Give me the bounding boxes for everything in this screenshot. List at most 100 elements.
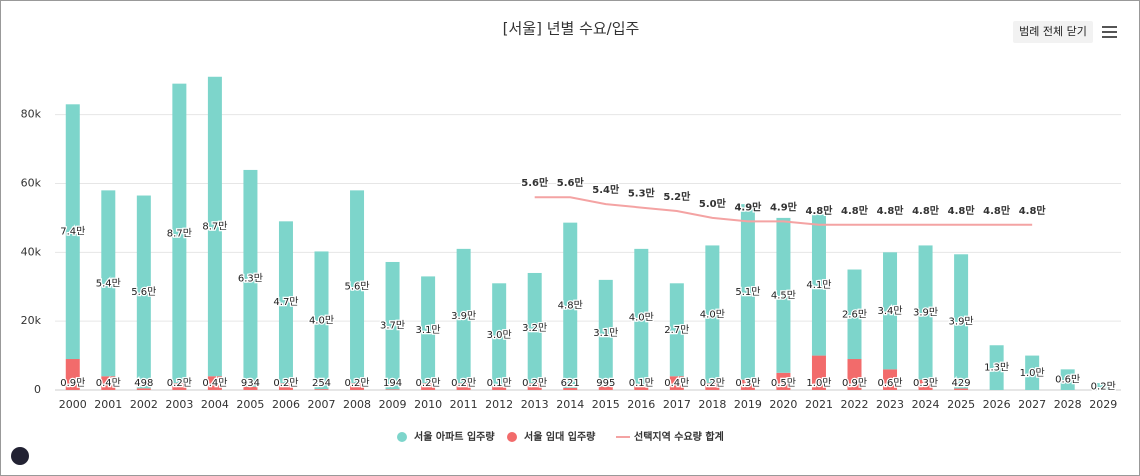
bar-segment bbox=[847, 359, 862, 390]
data-label: 8.7만 bbox=[167, 227, 192, 239]
bar-segment bbox=[776, 372, 791, 390]
legend-swatch bbox=[397, 432, 407, 442]
bar-segment bbox=[243, 386, 258, 390]
bar-segment bbox=[492, 386, 507, 390]
data-label: 0.9만 bbox=[842, 377, 867, 389]
legend-swatch bbox=[507, 432, 517, 442]
bar-segment bbox=[350, 190, 365, 384]
x-tick-label: 2002 bbox=[130, 398, 158, 411]
x-tick-label: 2006 bbox=[272, 398, 300, 411]
x-tick-label: 2020 bbox=[769, 398, 797, 411]
bar-segment bbox=[243, 169, 258, 387]
bar-segment bbox=[918, 379, 933, 390]
bar-segment bbox=[385, 261, 400, 390]
data-label: 5.1만 bbox=[735, 286, 760, 298]
bar-segment bbox=[527, 383, 542, 390]
line-data-label: 4.8만 bbox=[912, 204, 940, 217]
bar-segment bbox=[918, 245, 933, 380]
bar-segment bbox=[634, 386, 649, 390]
data-label: 254 bbox=[312, 378, 331, 389]
x-tick-label: 2015 bbox=[592, 398, 620, 411]
menu-icon[interactable] bbox=[1102, 26, 1117, 38]
x-tick-label: 2009 bbox=[379, 398, 407, 411]
legend-toggle-button[interactable] bbox=[1013, 21, 1093, 43]
data-label: 4.1만 bbox=[806, 279, 831, 291]
x-tick-label: 2025 bbox=[947, 398, 975, 411]
data-label: 934 bbox=[241, 378, 260, 389]
data-label: 3.1만 bbox=[593, 327, 618, 339]
bar-segment bbox=[101, 190, 116, 377]
bar-segment bbox=[1096, 383, 1111, 390]
y-tick-label: 20k bbox=[21, 314, 42, 327]
data-label: 4.0만 bbox=[629, 312, 654, 324]
x-tick-label: 2022 bbox=[841, 398, 869, 411]
y-tick-label: 60k bbox=[21, 176, 42, 189]
bar-segment bbox=[883, 369, 898, 390]
x-tick-label: 2013 bbox=[521, 398, 549, 411]
bar-segment bbox=[65, 359, 80, 390]
bar-segment bbox=[136, 388, 151, 390]
bar-segment bbox=[598, 279, 613, 387]
data-label: 0.2만 bbox=[1091, 381, 1116, 393]
x-tick-label: 2023 bbox=[876, 398, 904, 411]
bar-segment bbox=[989, 345, 1004, 390]
bar-segment bbox=[278, 383, 293, 390]
x-tick-label: 2004 bbox=[201, 398, 229, 411]
x-tick-label: 2010 bbox=[414, 398, 442, 411]
bar-segment bbox=[954, 388, 969, 390]
bar-segment bbox=[563, 222, 578, 388]
chart-title: [서울] 년별 수요/입주 bbox=[503, 20, 640, 38]
bar-segment bbox=[314, 389, 329, 390]
x-tick-label: 2011 bbox=[450, 398, 478, 411]
x-tick-label: 2007 bbox=[308, 398, 336, 411]
data-label: 498 bbox=[134, 378, 153, 389]
line-data-label: 5.3만 bbox=[628, 187, 656, 200]
data-label: 0.2만 bbox=[344, 377, 369, 389]
data-label: 0.3만 bbox=[735, 377, 760, 389]
x-tick-label: 2024 bbox=[912, 398, 940, 411]
logo bbox=[11, 447, 29, 465]
bar-segment bbox=[101, 376, 116, 390]
x-tick-label: 2016 bbox=[627, 398, 655, 411]
bar-segment bbox=[1060, 369, 1075, 390]
bar-segment bbox=[421, 276, 436, 384]
data-label: 8.7만 bbox=[202, 221, 227, 233]
data-label: 4.5만 bbox=[771, 289, 796, 301]
bar-segment bbox=[65, 104, 80, 360]
line-data-label: 4.8만 bbox=[1019, 204, 1047, 217]
y-tick-label: 0 bbox=[34, 383, 41, 396]
data-label: 4.0만 bbox=[309, 314, 334, 326]
data-label: 1.3만 bbox=[984, 362, 1009, 374]
x-tick-label: 2001 bbox=[94, 398, 122, 411]
data-label: 0.1만 bbox=[487, 377, 512, 389]
data-label: 429 bbox=[952, 378, 971, 389]
x-tick-label: 2021 bbox=[805, 398, 833, 411]
data-label: 2.7만 bbox=[664, 324, 689, 336]
x-tick-label: 2003 bbox=[165, 398, 193, 411]
data-label: 0.3만 bbox=[913, 377, 938, 389]
data-label: 5.6만 bbox=[131, 286, 156, 298]
data-label: 0.2만 bbox=[451, 377, 476, 389]
bar-segment bbox=[314, 251, 329, 390]
bar-segment bbox=[207, 376, 222, 390]
bar-segment bbox=[207, 76, 222, 377]
legend-label: 선택지역 수요량 합계 bbox=[634, 430, 724, 443]
data-label: 0.1만 bbox=[629, 377, 654, 389]
bar-segment bbox=[385, 389, 400, 390]
x-tick-label: 2005 bbox=[236, 398, 264, 411]
bar-segment bbox=[740, 204, 755, 380]
bar-segment bbox=[883, 252, 898, 370]
line-data-label: 4.8만 bbox=[948, 204, 976, 217]
bar-segment bbox=[456, 383, 471, 390]
bar-segment bbox=[1025, 355, 1040, 390]
legend-toggle-label[interactable]: 범례 전체 닫기 bbox=[1019, 25, 1087, 38]
x-tick-label: 2029 bbox=[1089, 398, 1117, 411]
data-label: 4.8만 bbox=[558, 299, 583, 311]
bar-segment bbox=[776, 217, 791, 373]
data-label: 7.4만 bbox=[60, 226, 85, 238]
data-label: 4.0만 bbox=[700, 308, 725, 320]
bar-segment bbox=[811, 355, 826, 390]
x-tick-label: 2008 bbox=[343, 398, 371, 411]
line-data-label: 4.8만 bbox=[841, 204, 869, 217]
